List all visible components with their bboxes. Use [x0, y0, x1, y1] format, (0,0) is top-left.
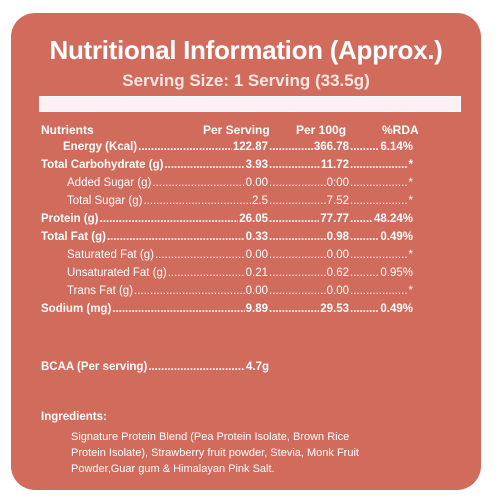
nutrient-label: Unsaturated Fat (g) [67, 267, 167, 279]
rda-value: 48.24% [373, 213, 413, 225]
rda-value: * [408, 177, 413, 189]
rda-value: 0.95% [380, 267, 413, 279]
per-100g-value: 0.62 [326, 267, 349, 279]
leader-dots [269, 195, 326, 207]
leader-dots [164, 159, 244, 171]
per-serving-value: 9.89 [245, 303, 268, 315]
leader-dots [269, 249, 326, 261]
column-header-nutrients: Nutrients [41, 123, 94, 137]
leader-dots [269, 231, 326, 243]
nutrient-label: Trans Fat (g) [67, 285, 134, 297]
per-100g-value: 0.00 [326, 285, 349, 297]
leader-dots [112, 303, 244, 315]
leader-dots [269, 177, 326, 189]
leader-dots [138, 141, 232, 153]
rda-value: 0.49% [380, 231, 413, 243]
column-header-rda: %RDA [382, 123, 419, 137]
header-divider-bar [39, 96, 461, 112]
leader-dots [350, 141, 379, 153]
leader-dots [152, 177, 244, 189]
leader-dots [269, 141, 313, 153]
per-serving-value: 0.00 [245, 285, 268, 297]
leader-dots [134, 285, 245, 297]
per-100g-value: 77.77 [320, 213, 349, 225]
column-header-per-100g: Per 100g [296, 123, 347, 137]
leader-dots [269, 303, 319, 315]
leader-dots [350, 195, 408, 207]
nutrient-label: Protein (g) [41, 213, 99, 225]
per-serving-value: 26.05 [239, 213, 268, 225]
leader-dots [350, 159, 408, 171]
leader-dots [350, 285, 408, 297]
nutrient-label: Added Sugar (g) [67, 177, 152, 189]
nutrient-label: Total Fat (g) [41, 231, 106, 243]
rda-value: * [408, 195, 413, 207]
leader-dots [168, 267, 245, 279]
nutrient-row-sodium: Sodium (mg) 9.89 29.53 0.49% [41, 303, 413, 319]
per-100g-value: 0.00 [326, 249, 349, 261]
ingredients-line: Powder,Guar gum & Himalayan Pink Salt. [71, 463, 275, 475]
column-header-per-serving: Per Serving [203, 123, 270, 137]
leader-dots [350, 213, 373, 225]
bcaa-row: BCAA (Per serving) 4.7g [41, 361, 269, 377]
ingredients-heading: Ingredients: [41, 411, 107, 423]
nutrient-label: Total Carbohydrate (g) [41, 159, 164, 171]
leader-dots [269, 213, 319, 225]
rda-value: 6.14% [380, 141, 413, 153]
rda-value: * [408, 249, 413, 261]
per-100g-value: 0.98 [326, 231, 349, 243]
bcaa-label: BCAA (Per serving) [41, 361, 148, 373]
nutrient-row-added-sugar: Added Sugar (g) 0.00 0:00 * [67, 177, 413, 193]
leader-dots [350, 267, 379, 279]
nutrient-label: Sodium (mg) [41, 303, 112, 315]
page-title: Nutritional Information (Approx.) [49, 35, 443, 65]
leader-dots [143, 195, 251, 207]
nutrient-label: Saturated Fat (g) [67, 249, 154, 261]
per-serving-value: 0.00 [245, 177, 268, 189]
per-100g-value: 29.53 [320, 303, 349, 315]
nutrient-row-total-sugar: Total Sugar (g) 2.5 7.52 * [67, 195, 413, 211]
ingredients-line: Protein Isolate), Strawberry fruit powde… [71, 447, 359, 459]
leader-dots [269, 159, 320, 171]
per-serving-value: 2.5 [252, 195, 268, 207]
ingredients-line: Signature Protein Blend (Pea Protein Iso… [71, 431, 350, 443]
nutrition-card: Nutritional Information (Approx.) Servin… [11, 13, 481, 490]
nutrient-label: Total Sugar (g) [67, 195, 143, 207]
leader-dots [148, 361, 245, 373]
nutrient-row-protein: Protein (g) 26.05 77.77 48.24% [41, 213, 413, 229]
leader-dots [100, 213, 239, 225]
nutrient-label: Energy (Kcal) [63, 141, 138, 153]
nutrient-row-total-fat: Total Fat (g) 0.33 0.98 0.49% [41, 231, 413, 247]
nutrient-row-trans-fat: Trans Fat (g) 0.00 0.00 * [67, 285, 413, 301]
per-100g-value: 366.78 [313, 141, 349, 153]
per-100g-value: 0:00 [326, 177, 349, 189]
leader-dots [269, 267, 326, 279]
rda-value: * [408, 159, 413, 171]
per-serving-value: 3.93 [245, 159, 268, 171]
per-serving-value: 0.21 [245, 267, 268, 279]
per-100g-value: 7.52 [326, 195, 349, 207]
ingredients-text: Signature Protein Blend (Pea Protein Iso… [71, 429, 371, 477]
leader-dots [269, 285, 326, 297]
leader-dots [155, 249, 245, 261]
leader-dots [350, 303, 379, 315]
leader-dots [107, 231, 245, 243]
per-100g-value: 11.72 [320, 159, 349, 171]
serving-size: Serving Size: 1 Serving (33.5g) [122, 71, 370, 90]
nutrient-row-energy: Energy (Kcal) 122.87 366.78 6.14% [63, 141, 413, 157]
bcaa-value: 4.7g [245, 361, 269, 373]
per-serving-value: 122.87 [232, 141, 268, 153]
rda-value: 0.49% [380, 303, 413, 315]
nutrient-row-total-carbohydrate: Total Carbohydrate (g) 3.93 11.72 * [41, 159, 413, 175]
leader-dots [350, 249, 408, 261]
per-serving-value: 0.33 [245, 231, 268, 243]
per-serving-value: 0.00 [245, 249, 268, 261]
nutrient-row-unsaturated-fat: Unsaturated Fat (g) 0.21 0.62 0.95% [67, 267, 413, 283]
nutrient-row-saturated-fat: Saturated Fat (g) 0.00 0.00 * [67, 249, 413, 265]
leader-dots [350, 231, 379, 243]
rda-value: * [408, 285, 413, 297]
leader-dots [350, 177, 408, 189]
